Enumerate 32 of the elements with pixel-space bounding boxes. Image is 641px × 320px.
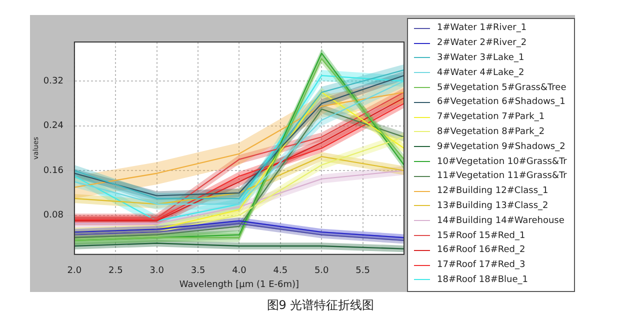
- x-tick-label: 2.5: [108, 266, 123, 276]
- x-tick-label: 5.5: [356, 266, 370, 276]
- x-tick-label: 4.5: [273, 266, 288, 276]
- legend-label: 15#Roof 15#Red_1: [437, 230, 526, 241]
- text: 图9 光谱特征折线图: [266, 297, 376, 314]
- x-tick-label: 4.0: [232, 266, 247, 276]
- legend-label: 11#Vegetation 11#Grass&Tr: [437, 171, 567, 182]
- x-tick-label: 3.5: [190, 266, 206, 276]
- legend-label: 8#Vegetation 8#Park_2: [437, 126, 545, 137]
- x-axis-title: Wavelength [μm (1 E-6m)]: [179, 280, 300, 290]
- y-tick-label: 0.08: [43, 210, 64, 221]
- legend-label: 16#Roof 16#Red_2: [437, 245, 526, 256]
- legend-label: 4#Water 4#Lake_2: [437, 68, 524, 78]
- legend-label: 7#Vegetation 7#Park_1: [437, 112, 545, 122]
- x-tick-label: 3.0: [150, 266, 164, 276]
- legend-label: 12#Building 12#Class_1: [437, 186, 548, 196]
- legend-label: 2#Water 2#River_2: [437, 38, 527, 48]
- x-tick-label: 2.0: [67, 266, 82, 276]
- legend-label: 3#Water 3#Lake_1: [437, 52, 524, 63]
- legend-label: 18#Roof 18#Blue_1: [437, 274, 528, 285]
- legend-label: 6#Vegetation 6#Shadows_1: [437, 97, 566, 108]
- legend-label: 17#Roof 17#Red_3: [437, 260, 526, 270]
- legend-label: 13#Building 13#Class_2: [437, 200, 548, 211]
- y-tick-label: 0.32: [43, 76, 64, 86]
- legend-label: 14#Building 14#Warehouse: [437, 216, 564, 226]
- legend-label: 10#Vegetation 10#Grass&Tr: [437, 156, 567, 167]
- legend-label: 1#Water 1#River_1: [437, 23, 527, 34]
- y-tick-label: 0.24: [43, 121, 64, 132]
- x-tick-label: 5.0: [314, 266, 330, 276]
- legend-label: 9#Vegetation 9#Shadows_2: [437, 142, 566, 152]
- y-tick-label: 0.16: [43, 166, 64, 176]
- legend-label: 5#Vegetation 5#Grass&Tree: [437, 82, 566, 93]
